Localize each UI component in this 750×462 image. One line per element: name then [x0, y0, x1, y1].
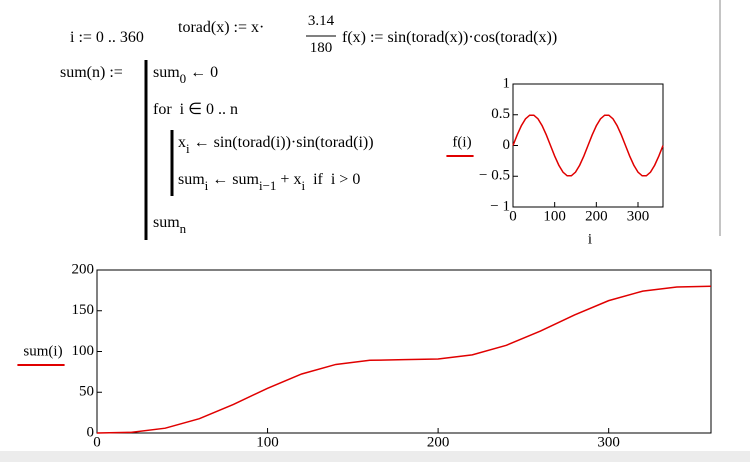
y-tick-label: 50 — [79, 384, 94, 400]
subscript: i−1 — [258, 178, 277, 193]
program-line: for i ∈ 0 .. n — [153, 101, 239, 118]
text: sum — [153, 64, 180, 81]
y-tick-label: 0 — [503, 137, 511, 153]
subscript: i — [204, 178, 209, 193]
subscript: 0 — [179, 71, 187, 86]
numerator: 3.14 — [307, 13, 335, 29]
text: + x — [276, 171, 302, 188]
y-tick-label: 0 — [87, 424, 95, 440]
plot-frame — [96, 269, 712, 434]
program-line: sumi ← sumi−1 + xi if i > 0 — [178, 171, 361, 193]
text: sum — [178, 171, 205, 188]
legend-label: sum(i) — [23, 343, 62, 359]
text: if i > 0 — [305, 171, 361, 188]
sum-definition: sum(n) := — [60, 64, 123, 81]
x-tick-label: 200 — [585, 208, 608, 224]
x-tick-label: 0 — [93, 434, 101, 450]
x-tick-label: 300 — [627, 208, 650, 224]
y-tick-label: 1 — [503, 75, 511, 91]
program-line: sumn — [153, 214, 187, 236]
subscript: i — [301, 178, 306, 193]
f-definition: f(x) := sin(torad(x))·cos(torad(x)) — [342, 29, 558, 46]
subscript: n — [179, 221, 187, 236]
x-axis-label: i — [588, 231, 592, 247]
program-line: sum0 ← 0 — [153, 64, 219, 86]
text: x — [178, 134, 186, 151]
y-tick-label: − 0.5 — [479, 168, 510, 184]
denominator: 180 — [309, 40, 333, 56]
x-tick-label: 100 — [543, 208, 566, 224]
range-definition: i := 0 .. 360 — [70, 29, 144, 46]
y-tick-label: 0.5 — [491, 106, 510, 122]
y-tick-label: − 1 — [490, 198, 510, 214]
text: ← 0 — [186, 64, 219, 81]
text: sum — [153, 214, 180, 231]
y-tick-label: 100 — [72, 343, 95, 359]
legend-label: f(i) — [452, 134, 471, 150]
program-line: xi ← sin(torad(i))·sin(torad(i)) — [178, 134, 374, 156]
subscript: i — [186, 141, 190, 156]
y-tick-label: 200 — [72, 261, 95, 277]
x-tick-label: 100 — [256, 434, 279, 450]
x-tick-label: 300 — [597, 434, 620, 450]
y-tick-label: 150 — [72, 302, 95, 318]
x-tick-label: 0 — [509, 208, 517, 224]
status-strip — [0, 451, 750, 462]
series-line — [96, 285, 712, 434]
text: ← sin(torad(i))·sin(torad(i)) — [189, 134, 374, 151]
text: ← sum — [208, 171, 259, 188]
x-tick-label: 200 — [427, 434, 450, 450]
series-line — [512, 114, 664, 177]
torad-definition: torad(x) := x· — [178, 19, 265, 36]
